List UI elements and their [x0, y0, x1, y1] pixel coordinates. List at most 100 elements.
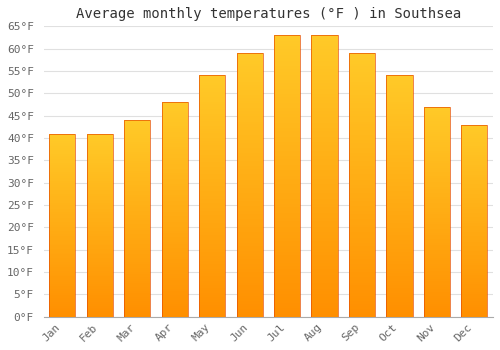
Bar [124, 287, 150, 289]
Bar [86, 308, 113, 309]
Bar [312, 179, 338, 182]
Bar [424, 199, 450, 201]
Bar [50, 275, 76, 276]
Bar [461, 303, 487, 305]
Bar [50, 241, 76, 244]
Bar [162, 154, 188, 156]
Bar [349, 114, 375, 117]
Bar [386, 177, 412, 179]
Bar [461, 190, 487, 192]
Bar [274, 159, 300, 162]
Bar [236, 206, 262, 209]
Bar [274, 246, 300, 249]
Bar [349, 275, 375, 277]
Bar [461, 157, 487, 159]
Bar [424, 119, 450, 121]
Bar [236, 150, 262, 153]
Bar [349, 196, 375, 198]
Bar [274, 92, 300, 94]
Bar [50, 185, 76, 187]
Bar [86, 251, 113, 253]
Bar [86, 240, 113, 242]
Bar [199, 97, 226, 100]
Bar [86, 253, 113, 254]
Bar [236, 270, 262, 272]
Bar [50, 306, 76, 308]
Bar [312, 47, 338, 49]
Bar [312, 69, 338, 72]
Bar [312, 162, 338, 165]
Bar [124, 201, 150, 203]
Bar [162, 167, 188, 169]
Bar [274, 35, 300, 317]
Bar [312, 266, 338, 269]
Bar [312, 241, 338, 244]
Bar [86, 159, 113, 161]
Bar [50, 161, 76, 163]
Bar [461, 192, 487, 194]
Bar [349, 148, 375, 150]
Bar [274, 156, 300, 159]
Bar [349, 79, 375, 82]
Bar [50, 143, 76, 145]
Bar [386, 114, 412, 117]
Bar [461, 219, 487, 221]
Bar [199, 298, 226, 300]
Bar [461, 288, 487, 290]
Bar [349, 243, 375, 246]
Bar [312, 139, 338, 142]
Bar [274, 108, 300, 111]
Bar [162, 298, 188, 300]
Bar [236, 108, 262, 111]
Bar [124, 309, 150, 311]
Bar [162, 195, 188, 197]
Bar [50, 155, 76, 158]
Bar [162, 173, 188, 175]
Bar [461, 300, 487, 301]
Bar [162, 308, 188, 310]
Bar [50, 299, 76, 300]
Bar [274, 294, 300, 297]
Bar [86, 150, 113, 152]
Bar [461, 301, 487, 303]
Bar [461, 148, 487, 149]
Bar [236, 164, 262, 167]
Bar [349, 111, 375, 114]
Bar [199, 293, 226, 295]
Bar [124, 175, 150, 177]
Bar [386, 211, 412, 213]
Bar [86, 313, 113, 315]
Bar [124, 122, 150, 124]
Bar [50, 176, 76, 177]
Bar [312, 44, 338, 47]
Bar [386, 167, 412, 169]
Bar [274, 212, 300, 216]
Bar [199, 100, 226, 102]
Bar [386, 124, 412, 126]
Bar [236, 185, 262, 188]
Bar [124, 311, 150, 313]
Bar [199, 76, 226, 78]
Bar [86, 238, 113, 240]
Bar [386, 295, 412, 298]
Bar [199, 232, 226, 235]
Bar [312, 193, 338, 196]
Bar [50, 308, 76, 309]
Bar [199, 148, 226, 150]
Bar [199, 191, 226, 194]
Bar [124, 272, 150, 274]
Bar [50, 238, 76, 240]
Bar [50, 309, 76, 311]
Bar [424, 157, 450, 159]
Bar [386, 278, 412, 281]
Bar [162, 186, 188, 188]
Bar [349, 145, 375, 148]
Bar [86, 158, 113, 159]
Bar [386, 107, 412, 109]
Bar [424, 231, 450, 233]
Bar [86, 293, 113, 295]
Bar [162, 289, 188, 291]
Bar [86, 154, 113, 155]
Bar [274, 300, 300, 303]
Bar [86, 241, 113, 244]
